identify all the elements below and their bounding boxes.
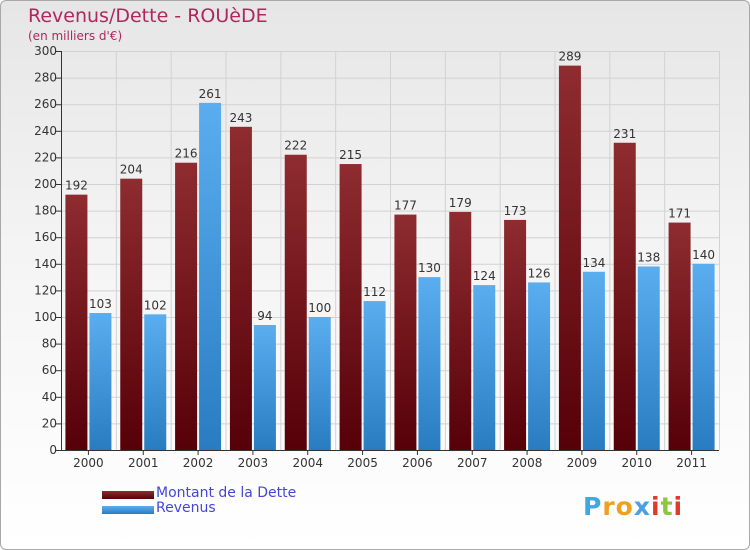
x-tick-label: 2011 [676,456,707,470]
bar-revenus [473,285,496,450]
bar-dette [284,154,307,451]
data-label-dette: 177 [394,199,417,213]
bar-revenus [308,317,331,450]
bar-revenus [199,102,222,451]
data-label-dette: 222 [284,139,307,153]
data-label-revenus: 130 [418,261,441,275]
y-tick-label: 20 [42,416,57,430]
y-tick-label: 60 [42,363,57,377]
bar-revenus [528,282,551,450]
data-label-revenus: 100 [308,301,331,315]
data-label-revenus: 261 [199,87,222,101]
bar-dette [229,126,252,450]
y-tick-label: 120 [34,283,57,297]
bar-revenus [363,301,386,450]
x-tick-label: 2007 [457,456,488,470]
chart-title: Revenus/Dette - ROUèDE [28,5,268,27]
data-label-revenus: 126 [528,266,551,280]
bar-revenus [637,266,660,450]
bar-dette [175,162,198,450]
y-tick-label: 80 [42,337,57,351]
data-label-dette: 231 [613,127,636,141]
data-label-dette: 171 [668,207,691,221]
bar-revenus [418,277,441,450]
chart-subtitle: (en milliers d'€) [28,29,123,43]
bar-dette [558,65,581,450]
bar-dette [613,142,636,450]
x-tick-label: 2005 [347,456,378,470]
legend-swatch-dette [102,491,154,499]
logo-letter: r [602,492,616,521]
x-tick-label: 2002 [183,456,214,470]
logo-letter: o [615,492,634,521]
x-tick-label: 2008 [512,456,543,470]
bar-dette [394,214,417,450]
data-label-revenus: 124 [473,269,496,283]
legend-label-dette: Montant de la Dette [156,485,297,501]
y-tick-label: 140 [34,257,57,271]
y-tick-label: 0 [49,443,57,457]
data-label-revenus: 94 [257,309,272,323]
y-tick-label: 260 [34,97,57,111]
bar-dette [339,164,362,451]
bar-dette [120,178,143,450]
proxiti-logo: Proxiti [583,492,683,521]
data-label-revenus: 103 [89,297,112,311]
y-tick-label: 300 [34,44,57,58]
logo-letter: i [673,492,684,521]
y-tick-label: 200 [34,177,57,191]
bar-revenus [144,314,167,450]
x-tick-label: 2006 [402,456,433,470]
x-tick-label: 2003 [238,456,269,470]
logo-letter: t [660,492,674,521]
x-tick-label: 2009 [567,456,598,470]
data-label-dette: 173 [504,204,527,218]
bar-dette [65,194,88,450]
data-label-dette: 289 [558,50,581,64]
data-label-dette: 204 [120,163,143,177]
x-tick-label: 2000 [73,456,104,470]
data-label-dette: 243 [229,111,252,125]
x-tick-label: 2004 [292,456,323,470]
bar-dette [668,222,691,450]
bar-dette [449,211,472,450]
logo-letter: x [633,492,651,521]
legend-swatch-revenus [102,506,154,514]
logo-letter: P [583,492,603,521]
bar-dette [504,219,527,450]
logo-letter: i [651,492,661,521]
y-tick-label: 280 [34,71,57,85]
y-tick-label: 40 [42,390,57,404]
data-label-revenus: 138 [637,250,660,264]
y-tick-label: 180 [34,204,57,218]
y-tick-label: 240 [34,124,57,138]
bar-revenus [582,271,605,450]
bar-revenus [89,313,112,450]
bar-revenus [253,324,276,450]
data-label-dette: 215 [339,148,362,162]
data-label-revenus: 112 [363,285,386,299]
y-tick-label: 160 [34,230,57,244]
data-label-revenus: 140 [692,248,715,262]
data-label-revenus: 102 [144,298,167,312]
data-label-dette: 192 [65,179,88,193]
data-label-dette: 216 [175,147,198,161]
bar-revenus [692,263,715,450]
data-label-revenus: 134 [582,256,605,270]
x-tick-label: 2001 [128,456,159,470]
y-tick-label: 220 [34,150,57,164]
legend-label-revenus: Revenus [156,500,216,516]
y-tick-label: 100 [34,310,57,324]
data-label-dette: 179 [449,196,472,210]
x-tick-label: 2010 [621,456,652,470]
